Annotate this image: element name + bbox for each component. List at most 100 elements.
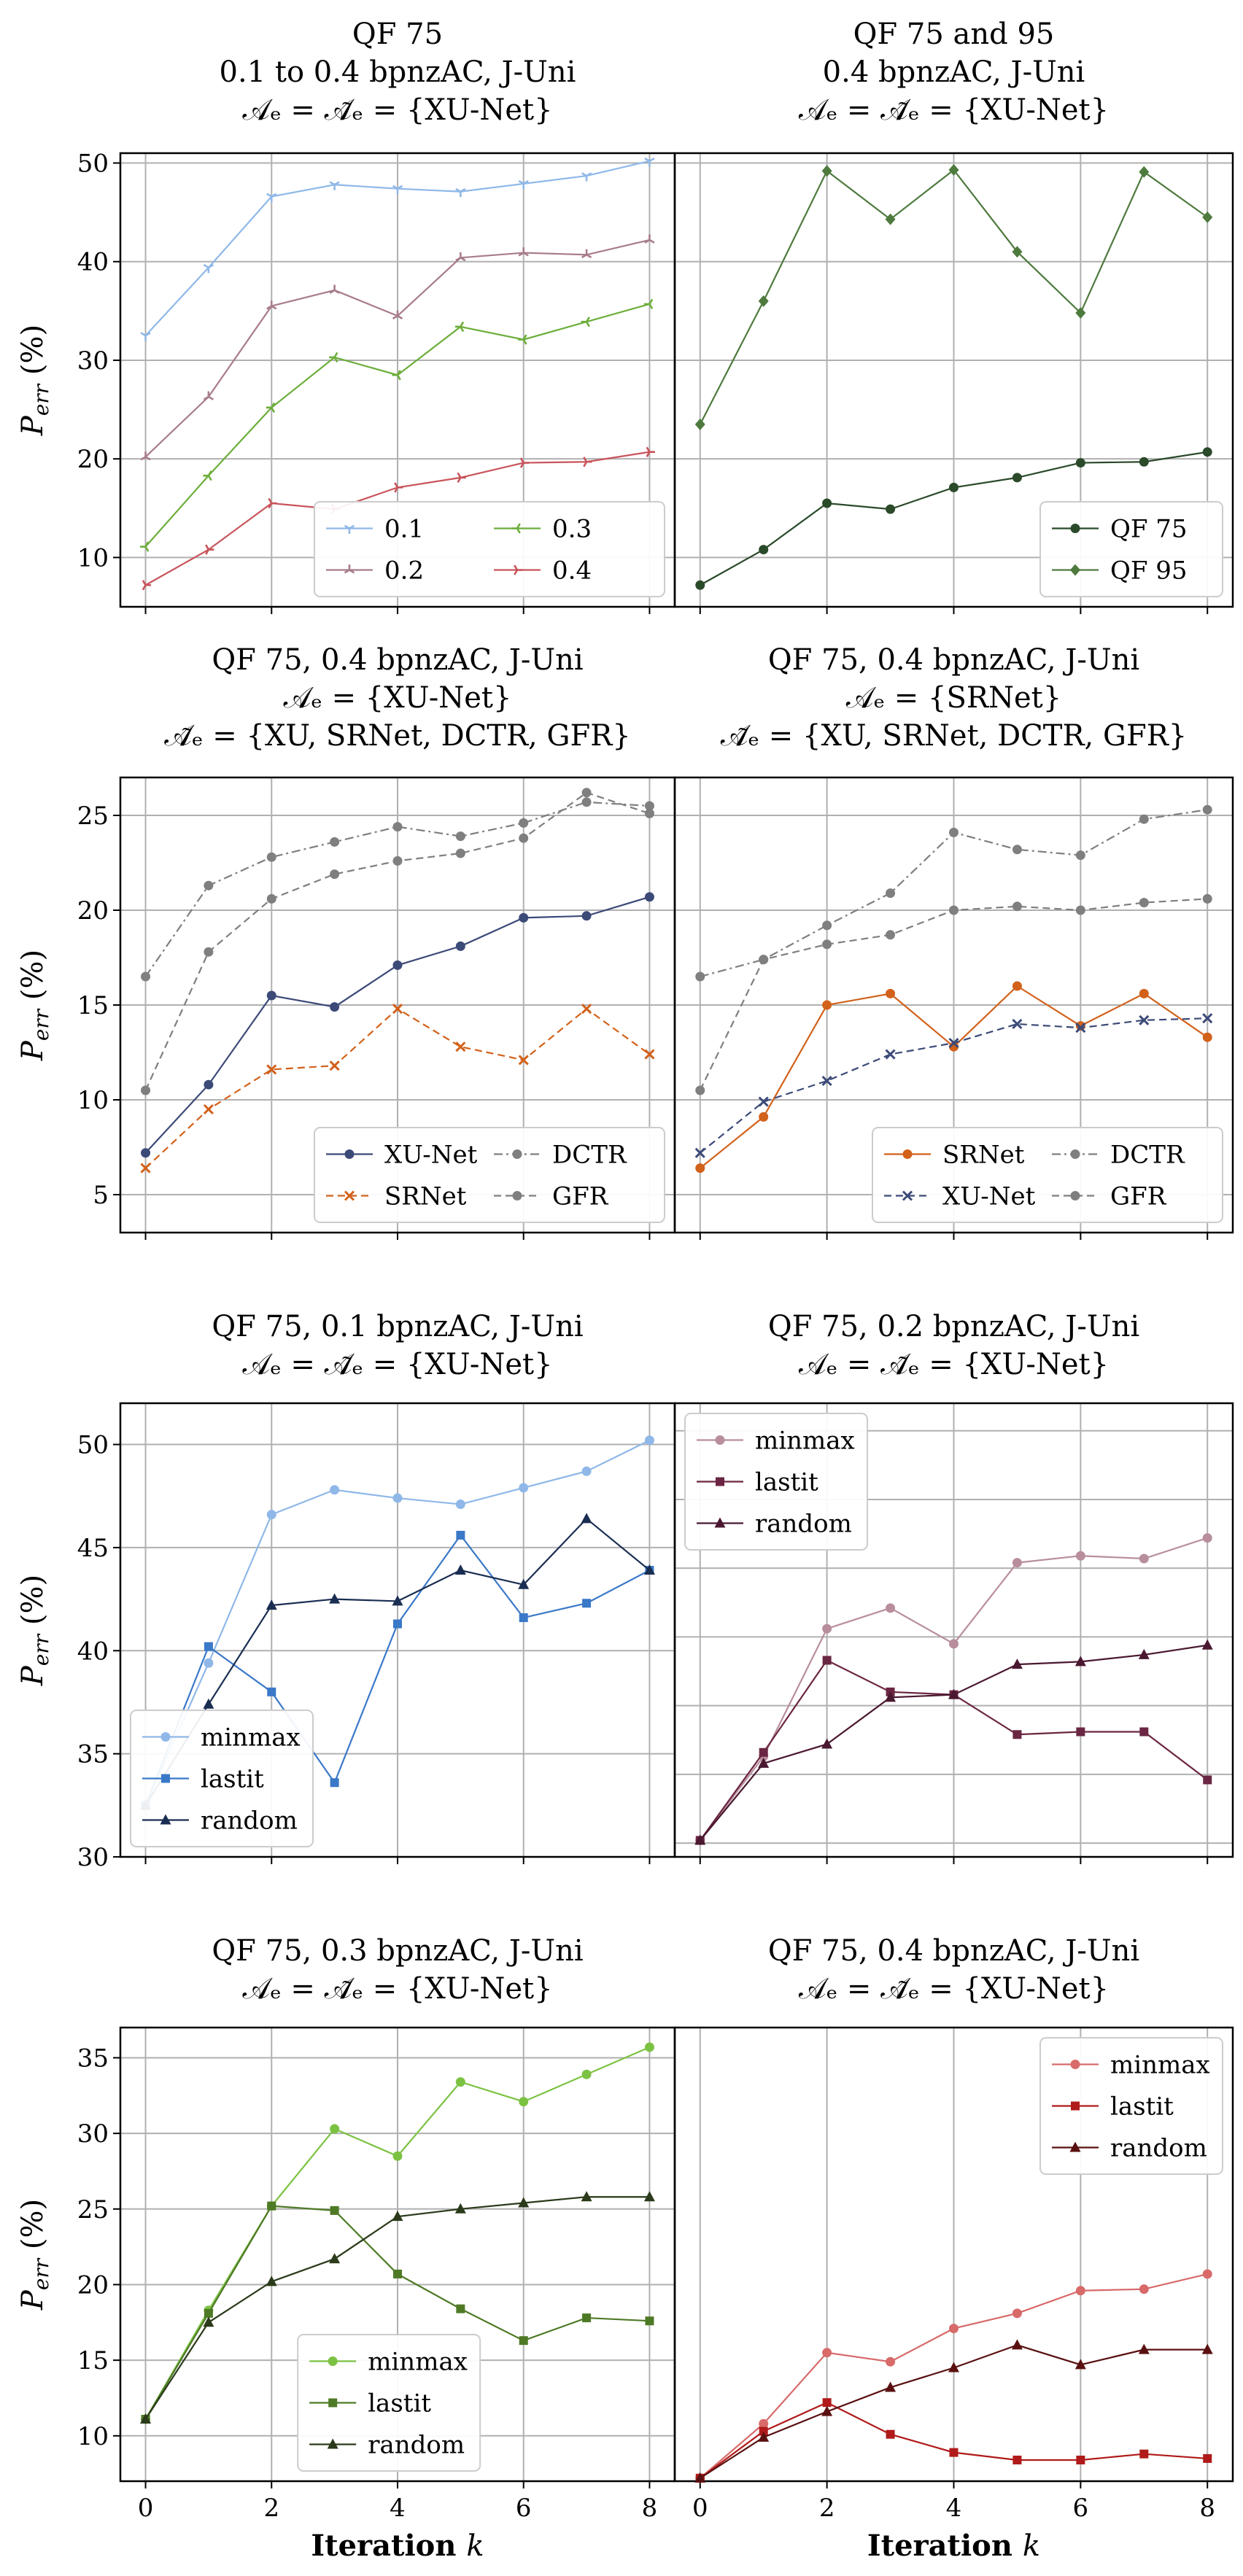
- data-point: [643, 298, 654, 310]
- y-tick-label: 10: [77, 1086, 109, 1115]
- legend-label: lastit: [368, 2389, 431, 2418]
- x-tick-label: 4: [390, 2494, 406, 2523]
- legend-swatch-marker: [511, 523, 521, 534]
- data-point: [886, 1603, 896, 1613]
- legend-item: QF 95: [1052, 556, 1188, 586]
- data-point: [203, 1103, 214, 1115]
- x-tick-label: 0: [692, 2494, 708, 2523]
- data-point: [266, 193, 277, 202]
- data-point: [456, 2304, 465, 2313]
- legend-item: GFR: [1052, 1182, 1167, 1211]
- data-point: [583, 457, 592, 468]
- data-point: [329, 1593, 341, 1604]
- data-point: [758, 2431, 770, 2442]
- data-point: [581, 172, 592, 182]
- data-point: [581, 1513, 592, 1524]
- legend-label: random: [368, 2431, 465, 2460]
- data-point: [1012, 2455, 1022, 2464]
- data-point: [205, 544, 214, 555]
- legend-swatch-marker: [328, 2398, 338, 2408]
- data-point: [140, 2413, 152, 2424]
- legend-box: [1039, 501, 1223, 597]
- y-tick-label: 15: [77, 991, 109, 1020]
- data-point: [329, 2253, 341, 2264]
- x-axis-label-var: k: [1023, 2529, 1040, 2563]
- data-point: [822, 1656, 832, 1665]
- data-point: [821, 165, 832, 177]
- data-point: [948, 163, 959, 176]
- legend-swatch-marker: [902, 1190, 913, 1201]
- y-tick-label: 15: [77, 2346, 109, 2375]
- data-point: [759, 1747, 768, 1757]
- legend-swatch-marker: [328, 2356, 338, 2366]
- data-point: [392, 370, 401, 381]
- data-point: [266, 1064, 277, 1075]
- data-point: [394, 482, 403, 493]
- legend-swatch-marker: [1070, 564, 1080, 576]
- data-point: [1139, 1727, 1149, 1737]
- data-point: [948, 1037, 959, 1049]
- x-tick-label: 8: [642, 2494, 658, 2523]
- data-point: [1075, 850, 1085, 861]
- legend-swatch-marker: [1070, 524, 1080, 533]
- data-point: [392, 1595, 403, 1606]
- data-point: [644, 1435, 654, 1446]
- x-axis-label-word: Iteration: [867, 2529, 1023, 2563]
- chart-panel-8: QF 75, 0.4 bpnzAC, J-Uni 𝒜ₑ = 𝒜̃ₑ = {XU-N…: [673, 1934, 1234, 2563]
- data-point: [518, 2197, 530, 2208]
- chart-title-line: 0.4 bpnzAC, J-Uni: [823, 55, 1085, 89]
- data-point: [758, 1757, 770, 1768]
- data-point: [330, 1002, 340, 1012]
- data-point: [392, 960, 403, 970]
- data-point: [644, 1049, 655, 1060]
- legend-label: minmax: [1110, 2051, 1210, 2080]
- chart-title-line: QF 75, 0.1 bpnzAC, J-Uni: [212, 1310, 583, 1343]
- data-point: [266, 893, 276, 904]
- legend-item: lastit: [697, 1468, 818, 1497]
- data-point: [1012, 2308, 1022, 2319]
- data-point: [1139, 457, 1149, 467]
- chart-panel-1: QF 75 0.1 to 0.4 bpnzAC, J-Uni 𝒜ₑ = 𝒜̃ₑ = …: [16, 18, 676, 614]
- x-axis-label: Iteration k: [311, 2529, 484, 2563]
- data-point: [1202, 1032, 1212, 1042]
- data-point: [329, 352, 338, 363]
- legend-swatch-marker: [512, 1149, 522, 1159]
- data-point: [886, 930, 896, 940]
- y-axis-label: Perr (%): [16, 2199, 53, 2311]
- chart-panel-6: QF 75, 0.2 bpnzAC, J-Uni 𝒜ₑ = 𝒜̃ₑ = {XU-N…: [673, 1310, 1234, 1864]
- legend-item: 0.3: [494, 515, 592, 544]
- data-point: [392, 2151, 403, 2161]
- data-point: [518, 1055, 529, 1066]
- data-point: [455, 941, 465, 951]
- data-point: [519, 818, 529, 828]
- data-point: [392, 1493, 403, 1503]
- data-point: [644, 2042, 654, 2052]
- data-point: [822, 2398, 832, 2408]
- data-point: [581, 1466, 592, 1476]
- data-point: [1012, 1730, 1022, 1739]
- y-axis-label-unit: (%): [16, 325, 50, 384]
- legend-label: 0.2: [384, 556, 424, 586]
- data-point: [1202, 893, 1212, 904]
- data-point: [519, 457, 530, 468]
- chart-title-line: QF 75, 0.4 bpnzAC, J-Uni: [212, 643, 583, 677]
- data-point: [695, 1163, 705, 1173]
- data-point: [267, 2201, 276, 2211]
- data-point: [266, 1599, 277, 1610]
- data-point: [1139, 166, 1150, 178]
- legend-item: lastit: [142, 1765, 264, 1794]
- data-point: [1075, 458, 1085, 468]
- data-point: [759, 2426, 768, 2436]
- data-point: [581, 249, 592, 259]
- chart-title-line: 𝒜ₑ = 𝒜̃ₑ = {XU-Net}: [242, 93, 552, 127]
- data-point: [1075, 1023, 1086, 1033]
- legend-swatch-marker: [902, 1149, 913, 1159]
- data-point: [266, 1510, 276, 1520]
- y-axis-label-var: P: [16, 415, 50, 436]
- data-point: [949, 482, 959, 492]
- legend-swatch-marker: [344, 1190, 355, 1201]
- chart-title-line: 𝒜ₑ = 𝒜̃ₑ = {XU-Net}: [799, 1972, 1109, 2006]
- legend-label: GFR: [1110, 1182, 1167, 1211]
- chart-title-line: QF 75, 0.4 bpnzAC, J-Uni: [768, 1934, 1139, 1968]
